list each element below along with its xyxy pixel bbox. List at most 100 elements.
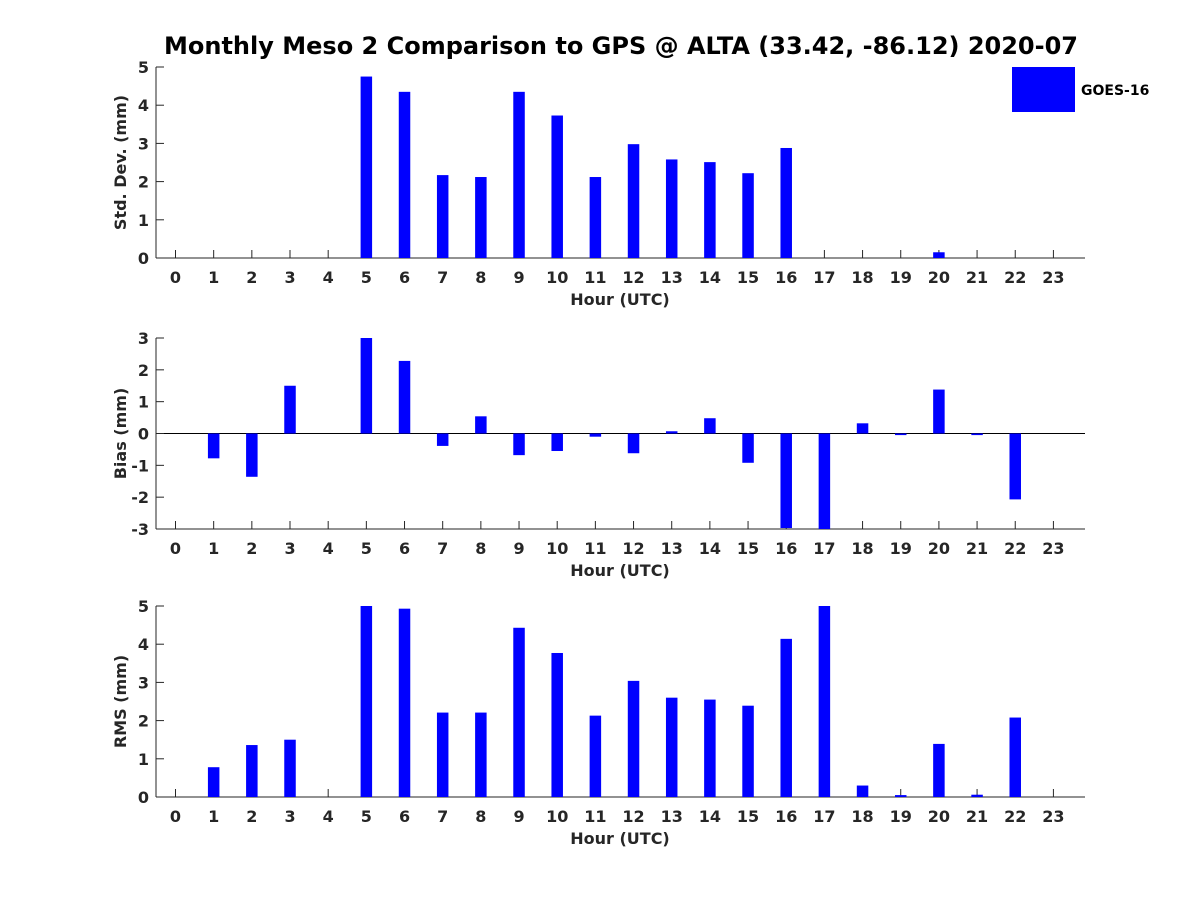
bias-x-tick-label: 4: [323, 539, 334, 558]
rms-x-tick-label: 4: [323, 807, 334, 826]
rms-bar: [856, 785, 869, 797]
stddev-x-tick-label: 22: [1004, 268, 1026, 287]
rms-x-tick-label: 7: [437, 807, 448, 826]
legend-label: GOES-16: [1081, 83, 1149, 99]
rms-y-tick-label: 4: [138, 635, 149, 654]
bias-bar: [971, 433, 983, 436]
stddev-x-tick-label: 5: [361, 268, 372, 287]
stddev-x-tick-label: 6: [399, 268, 410, 287]
bias-y-tick-label: 3: [138, 329, 149, 348]
bias-x-tick-label: 16: [775, 539, 797, 558]
bias-y-tick-label: 0: [138, 425, 149, 444]
bias-bar: [665, 431, 678, 434]
rms-bar: [284, 739, 296, 797]
bias-x-tick-label: 6: [399, 539, 410, 558]
stddev-bar: [436, 175, 449, 258]
rms-bar: [971, 794, 983, 797]
bias-x-tick-label: 3: [284, 539, 295, 558]
stddev-x-tick-label: 17: [813, 268, 835, 287]
stddev-bar: [589, 177, 602, 258]
bias-x-tick-label: 15: [737, 539, 759, 558]
rms-bar: [551, 652, 563, 797]
rms-bar: [818, 606, 831, 797]
stddev-bar: [398, 91, 411, 258]
bias-x-tick-label: 8: [475, 539, 486, 558]
bias-bar: [856, 423, 869, 434]
rms-x-tick-label: 8: [475, 807, 486, 826]
stddev-x-tick-label: 16: [775, 268, 797, 287]
rms-y-tick-label: 2: [138, 712, 149, 731]
rms-x-tick-label: 11: [584, 807, 606, 826]
bias-bar: [1009, 433, 1021, 500]
rms-x-tick-label: 1: [208, 807, 219, 826]
rms-x-tick-label: 0: [170, 807, 181, 826]
stddev-x-tick-label: 21: [966, 268, 988, 287]
bias-x-tick-label: 1: [208, 539, 219, 558]
rms-bar: [436, 712, 449, 797]
rms-x-tick-label: 20: [928, 807, 950, 826]
stddev-x-tick-label: 8: [475, 268, 486, 287]
rms-x-tick-label: 22: [1004, 807, 1026, 826]
stddev-bar: [933, 252, 945, 258]
bias-bar: [398, 360, 411, 434]
legend: GOES-16: [1012, 67, 1149, 112]
stddev-x-tick-label: 11: [584, 268, 606, 287]
bias-x-tick-label: 19: [890, 539, 912, 558]
rms-x-tick-label: 10: [546, 807, 568, 826]
bias-x-tick-label: 9: [513, 539, 524, 558]
stddev-x-tick-label: 2: [246, 268, 257, 287]
stddev-y-tick-label: 3: [138, 134, 149, 153]
bias-bar: [475, 416, 487, 434]
stddev-x-tick-label: 13: [661, 268, 683, 287]
stddev-x-tick-label: 23: [1042, 268, 1064, 287]
stddev-bar: [475, 177, 487, 258]
rms-x-tick-label: 5: [361, 807, 372, 826]
rms-x-tick-label: 18: [851, 807, 873, 826]
stddev-x-axis-label: Hour (UTC): [570, 290, 670, 309]
bias-x-tick-label: 18: [851, 539, 873, 558]
bias-x-tick-label: 5: [361, 539, 372, 558]
stddev-x-tick-label: 7: [437, 268, 448, 287]
stddev-bar: [360, 76, 373, 258]
rms-bar: [589, 715, 602, 797]
stddev-bar: [665, 159, 678, 258]
rms-bar: [627, 680, 640, 797]
bias-x-tick-label: 21: [966, 539, 988, 558]
bias-y-tick-label: -3: [131, 520, 149, 539]
rms-y-tick-label: 5: [138, 597, 149, 616]
bias-x-tick-label: 11: [584, 539, 606, 558]
rms-bar: [933, 743, 945, 797]
bias-bar: [933, 389, 945, 434]
rms-y-axis-label: RMS (mm): [111, 655, 130, 748]
rms-x-tick-label: 23: [1042, 807, 1064, 826]
bias-bar: [513, 433, 525, 456]
rms-x-tick-label: 6: [399, 807, 410, 826]
rms-bar: [665, 697, 678, 797]
rms-x-tick-label: 3: [284, 807, 295, 826]
stddev-x-tick-label: 20: [928, 268, 950, 287]
bias-x-tick-label: 10: [546, 539, 568, 558]
bias-x-tick-label: 14: [699, 539, 721, 558]
rms-x-tick-label: 14: [699, 807, 721, 826]
stddev-x-tick-label: 4: [323, 268, 334, 287]
legend-swatch: [1012, 67, 1075, 112]
rms-y-tick-label: 0: [138, 788, 149, 807]
bias-y-tick-label: -1: [131, 456, 149, 475]
bias-y-axis-label: Bias (mm): [111, 388, 130, 480]
bias-x-tick-label: 13: [661, 539, 683, 558]
stddev-x-tick-label: 19: [890, 268, 912, 287]
rms-x-tick-label: 12: [622, 807, 644, 826]
stddev-x-tick-label: 12: [622, 268, 644, 287]
bias-x-tick-label: 22: [1004, 539, 1026, 558]
stddev-x-tick-label: 14: [699, 268, 721, 287]
bias-bar: [589, 433, 602, 437]
rms-bar: [780, 638, 792, 797]
rms-x-axis-label: Hour (UTC): [570, 829, 670, 848]
rms-x-tick-label: 9: [513, 807, 524, 826]
stddev-bar: [513, 91, 525, 258]
rms-bar: [742, 705, 754, 797]
